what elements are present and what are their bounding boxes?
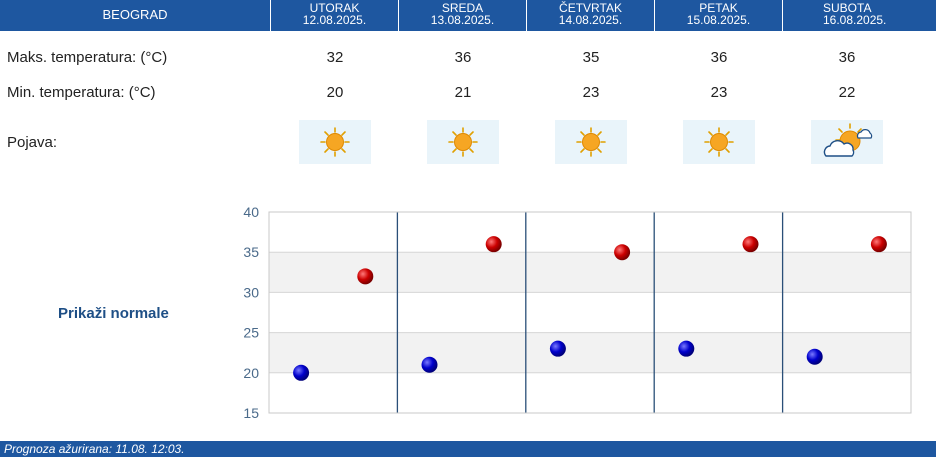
max-temp-point [614, 244, 631, 261]
y-tick-label: 25 [243, 325, 259, 341]
sun-icon [427, 120, 499, 164]
max-temp-value: 36 [838, 48, 856, 66]
max-temp-label: Maks. temperatura: (°C) [7, 48, 168, 66]
phenomena-row: Pojava: [0, 120, 936, 164]
max-temp-row: Maks. temperatura: (°C) 32 36 35 36 36 [0, 44, 936, 70]
partly-cloudy-icon [811, 120, 883, 164]
min-temp-value: 23 [710, 83, 728, 101]
day-name: UTORAK [309, 1, 360, 15]
max-temp-point [742, 236, 759, 253]
max-temp-point [485, 236, 502, 253]
max-temp-point [357, 268, 374, 285]
sun-icon [299, 120, 371, 164]
min-temp-value: 22 [838, 83, 856, 101]
min-temp-point [678, 340, 695, 357]
max-temp-value: 32 [326, 48, 344, 66]
min-temp-point [421, 356, 438, 373]
grid-band [269, 252, 911, 293]
y-tick-label: 20 [243, 365, 259, 381]
day-date: 15.08.2025. [686, 13, 751, 27]
grid-band [269, 332, 911, 373]
day-header: SREDA 13.08.2025. [399, 0, 527, 31]
y-tick-label: 15 [243, 405, 259, 421]
min-temp-point [293, 364, 310, 381]
day-header: UTORAK 12.08.2025. [271, 0, 399, 31]
sun-icon [683, 120, 755, 164]
y-tick-label: 35 [243, 244, 259, 260]
temperature-chart: 15 20 25 30 35 40 [243, 204, 912, 421]
y-tick-label: 30 [243, 284, 259, 300]
day-header: SUBOTA 16.08.2025. [783, 0, 936, 31]
max-temp-value: 35 [582, 48, 600, 66]
day-date: 12.08.2025. [302, 13, 367, 27]
day-name: PETAK [699, 1, 738, 15]
day-date: 16.08.2025. [823, 13, 887, 27]
min-temp-value: 20 [326, 83, 344, 101]
day-header: ČETVRTAK 14.08.2025. [527, 0, 655, 31]
day-name: SUBOTA [823, 1, 872, 15]
forecast-header: BEOGRAD UTORAK 12.08.2025. SREDA 13.08.2… [0, 0, 936, 31]
min-temp-label: Min. temperatura: (°C) [7, 83, 156, 101]
plot-border [268, 211, 912, 414]
y-tick-label: 40 [243, 204, 259, 220]
day-name: ČETVRTAK [559, 1, 622, 15]
day-date: 14.08.2025. [558, 13, 623, 27]
max-temp-point [870, 236, 887, 253]
max-temp-value: 36 [710, 48, 728, 66]
day-name: SREDA [441, 1, 484, 15]
min-temp-value: 21 [454, 83, 472, 101]
phenomena-label: Pojava: [7, 133, 58, 151]
sun-icon [555, 120, 627, 164]
min-temp-row: Min. temperatura: (°C) 20 21 23 23 22 [0, 79, 936, 105]
day-date: 13.08.2025. [430, 13, 495, 27]
city-name: BEOGRAD [0, 0, 271, 31]
min-temp-point [549, 340, 566, 357]
max-temp-value: 36 [454, 48, 472, 66]
min-temp-value: 23 [582, 83, 600, 101]
show-normals-link[interactable]: Prikaži normale [58, 305, 169, 322]
min-temp-point [806, 348, 823, 365]
day-header: PETAK 15.08.2025. [655, 0, 783, 31]
forecast-updated-footer: Prognoza ažurirana: 11.08. 12:03. [0, 441, 936, 457]
